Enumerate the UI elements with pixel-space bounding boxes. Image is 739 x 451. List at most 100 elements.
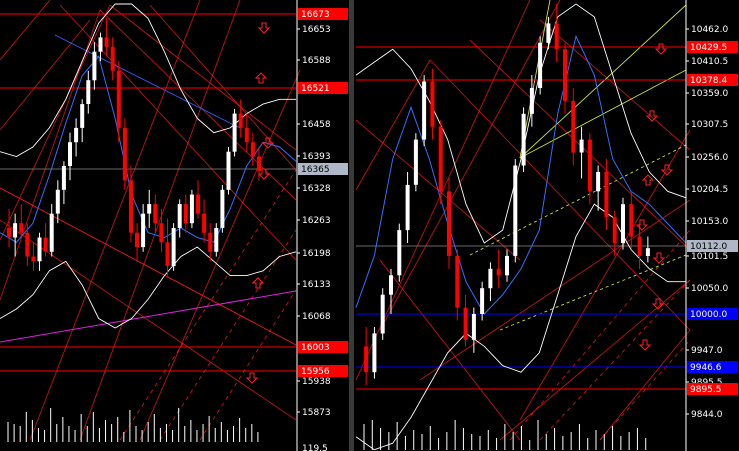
fan-dashed-line	[159, 229, 297, 441]
candle-body	[165, 242, 170, 267]
y-tick-label: 16133	[302, 280, 331, 290]
fan-dashed-line	[119, 169, 297, 441]
candle-body	[529, 88, 534, 114]
fan-line	[599, 329, 691, 441]
candle-body	[177, 204, 182, 228]
y-tick-label: 16068	[302, 312, 331, 322]
lower-band-line	[0, 246, 297, 329]
candle-body	[405, 184, 410, 231]
candle-body	[49, 213, 54, 252]
arrow-down-icon	[638, 339, 652, 351]
candle-body	[37, 237, 42, 262]
candle-body	[546, 23, 551, 43]
arrow-up-icon	[254, 72, 268, 84]
fan-line	[0, 219, 297, 421]
arrow-down-icon	[652, 252, 666, 264]
candle-body	[226, 151, 231, 190]
candle-body	[496, 268, 501, 276]
upper-band-line	[355, 3, 687, 244]
arrow-down-icon	[245, 372, 259, 384]
arrow-down-icon	[660, 164, 674, 176]
candle-body	[430, 81, 435, 127]
level-tag	[298, 365, 348, 377]
candle-body	[220, 189, 225, 228]
level-label: 9895.5	[690, 385, 722, 395]
level-tag	[298, 82, 348, 94]
y-tick-label: 9947.0	[691, 346, 723, 356]
level-tag	[298, 341, 348, 353]
fan-line	[79, 0, 241, 441]
candle-body	[645, 248, 650, 256]
fan-line	[109, 4, 297, 151]
arrow-down-icon	[635, 219, 649, 231]
fan-line	[355, 59, 431, 191]
fan-line	[0, 4, 111, 241]
arrow-down-icon	[654, 43, 668, 55]
lower-band-line	[355, 203, 686, 451]
current-price-label: 16365	[301, 165, 330, 175]
candle-body	[250, 142, 255, 157]
fan-line	[419, 199, 691, 381]
fan-line	[379, 0, 561, 331]
moving-average-line	[0, 55, 297, 243]
moving-average-line	[355, 34, 687, 315]
y-tick-label: 10462.0	[691, 25, 728, 35]
candle-body	[413, 139, 418, 185]
current-price-tag	[298, 163, 348, 175]
candle-body	[257, 156, 261, 171]
candle-body	[480, 288, 485, 314]
candle-body	[153, 204, 158, 224]
y-tick-label: 10307.5	[691, 120, 728, 130]
level-label: 10429.5	[690, 43, 727, 53]
level-label: 16521	[301, 84, 330, 94]
fan-dashed-line	[509, 229, 691, 441]
candle-body	[31, 256, 36, 262]
candle-body	[244, 127, 249, 143]
arrow-down-icon	[645, 110, 659, 122]
y-tick-label: 10050.0	[691, 284, 728, 294]
candle-body	[637, 236, 642, 256]
y-tick-label: 10359.0	[691, 89, 728, 99]
candle-body	[604, 171, 609, 218]
fan-dashed-line	[199, 289, 297, 441]
y-tick-label: 16198	[302, 249, 331, 259]
fan-dashed-line	[599, 339, 691, 441]
fan-line	[355, 0, 531, 381]
candle-body	[471, 314, 476, 340]
candle-body	[116, 70, 121, 128]
candle-body	[587, 139, 592, 192]
y-tick-label: 10256.0	[691, 153, 728, 163]
current-price-tag	[687, 240, 738, 252]
candle-body	[80, 104, 85, 128]
level-tag	[687, 74, 738, 86]
candle-body	[61, 166, 66, 190]
y-tick-label: 10204.5	[691, 185, 728, 195]
candle-body	[629, 204, 634, 237]
candle-body	[463, 307, 468, 340]
level-tag	[687, 383, 738, 395]
fan-line	[0, 0, 51, 61]
candle-body	[372, 333, 377, 373]
level-label: 16673	[301, 10, 330, 20]
trend-line	[519, 4, 687, 159]
candle-body	[364, 346, 369, 373]
level-label: 10000.0	[690, 310, 727, 320]
level-label: 16003	[301, 343, 330, 353]
candle-body	[397, 230, 402, 276]
level-tag	[687, 41, 738, 53]
level-tag	[687, 361, 738, 373]
candle-body	[389, 275, 393, 295]
candle-body	[612, 217, 617, 243]
y-tick-label: 10101.5	[691, 252, 728, 262]
pane-divider[interactable]	[349, 0, 354, 451]
candle-body	[55, 189, 60, 214]
candle-body	[189, 194, 194, 224]
candle-body	[104, 37, 109, 47]
candle-body	[579, 139, 584, 153]
candle-body	[92, 51, 97, 81]
candle-body	[521, 113, 526, 166]
level-label: 15956	[301, 367, 330, 377]
arrow-up-icon	[251, 277, 265, 289]
y-tick-label: 15873	[302, 408, 331, 418]
